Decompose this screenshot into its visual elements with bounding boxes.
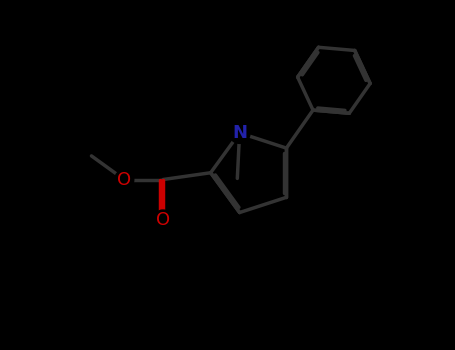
Text: N: N — [232, 124, 247, 142]
Circle shape — [153, 210, 172, 229]
Text: O: O — [156, 211, 170, 229]
Circle shape — [115, 170, 134, 189]
Text: O: O — [117, 170, 131, 189]
Circle shape — [229, 122, 250, 144]
